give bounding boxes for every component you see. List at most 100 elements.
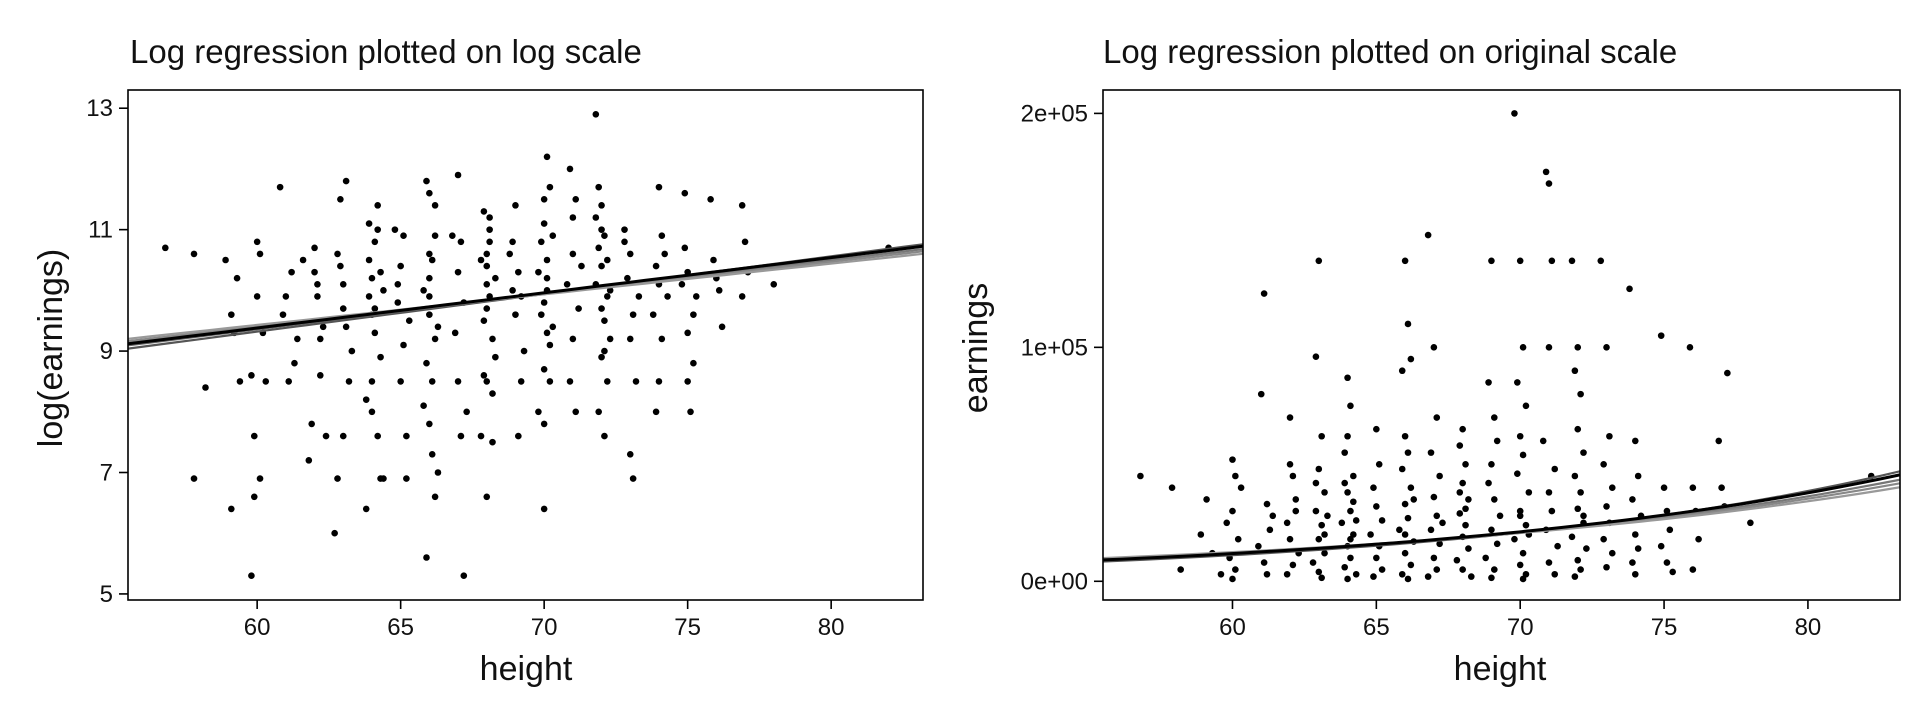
data-point [1747,519,1754,527]
data-point [1315,465,1323,473]
data-point [1551,465,1559,473]
data-point [592,110,600,118]
data-point [1465,545,1472,552]
data-point [540,299,548,306]
data-point [543,256,551,264]
x-tick-label: 65 [1363,614,1390,641]
data-point [629,311,637,318]
data-point [546,183,554,191]
data-point [601,317,608,325]
data-point [339,432,347,440]
data-point [632,378,640,385]
data-point [162,244,169,252]
data-point [1312,353,1320,360]
data-point [1232,472,1239,480]
data-point [253,238,261,246]
simulated-fit-line [1103,482,1900,561]
data-point [1341,563,1348,571]
data-point [451,329,459,337]
data-point [1401,500,1409,508]
data-point [1548,507,1556,515]
data-point [1321,531,1328,538]
data-point [377,268,384,276]
data-point [626,450,634,458]
data-point [1583,545,1590,552]
data-point [397,262,404,270]
data-point [1522,521,1530,529]
data-point [540,505,548,513]
data-point [603,256,611,264]
data-point [652,408,660,416]
data-point [1629,559,1636,566]
x-tick-label: 75 [674,614,701,641]
data-point [368,408,376,416]
data-point [690,311,697,318]
data-point [540,365,548,373]
data-point [423,177,430,185]
data-point [428,256,436,264]
data-point [233,274,241,282]
plot-frame [127,89,924,601]
plot-frame [1102,89,1901,601]
data-point [1407,484,1415,492]
y-tick-label: 11 [88,217,113,244]
data-point [1344,489,1351,496]
data-point [1580,449,1587,456]
data-point [658,232,666,240]
data-point [1663,559,1671,566]
data-point [1352,517,1360,524]
data-point [1482,554,1489,562]
data-point [1568,257,1576,265]
data-point [368,274,376,282]
data-point [624,274,631,282]
data-point [348,347,356,355]
data-point [454,268,462,276]
data-point [1370,484,1377,492]
data-point [1344,432,1351,440]
data-point [1373,503,1380,510]
data-point [428,450,436,458]
data-point [1603,503,1610,510]
data-point [371,238,379,246]
data-point [434,323,442,331]
data-point [1229,575,1236,583]
data-point [342,323,350,331]
data-point [1669,568,1676,576]
data-point [391,226,399,233]
data-point [1312,479,1320,487]
data-point [770,280,778,288]
y-tick-label: 0e+00 [1021,568,1088,595]
data-point [1459,425,1466,433]
data-point [1318,432,1325,440]
data-point [1467,573,1475,580]
data-point [601,232,608,240]
data-point [1580,512,1587,520]
data-point [374,226,381,233]
data-point [655,183,663,191]
data-point [1433,566,1441,573]
data-point [1341,449,1348,456]
x-tick-label: 65 [387,614,414,641]
data-point [1321,549,1328,557]
data-point [1516,432,1524,440]
data-point [342,177,350,185]
data-point [423,359,430,367]
data-point [362,505,370,513]
data-point [1554,542,1561,550]
data-point [403,475,410,482]
data-point [1462,521,1469,529]
data-point [365,256,373,264]
data-point [1217,570,1225,578]
fit-line [1103,473,1900,562]
data-point [1634,545,1642,552]
data-point [426,311,433,318]
data-point [1410,496,1418,503]
data-point [1695,535,1702,543]
data-point [1634,472,1642,480]
data-point [1430,493,1438,501]
data-point [1407,561,1415,569]
data-point [394,299,402,306]
data-point [1398,465,1406,473]
data-point [684,378,691,385]
data-point [549,232,557,240]
